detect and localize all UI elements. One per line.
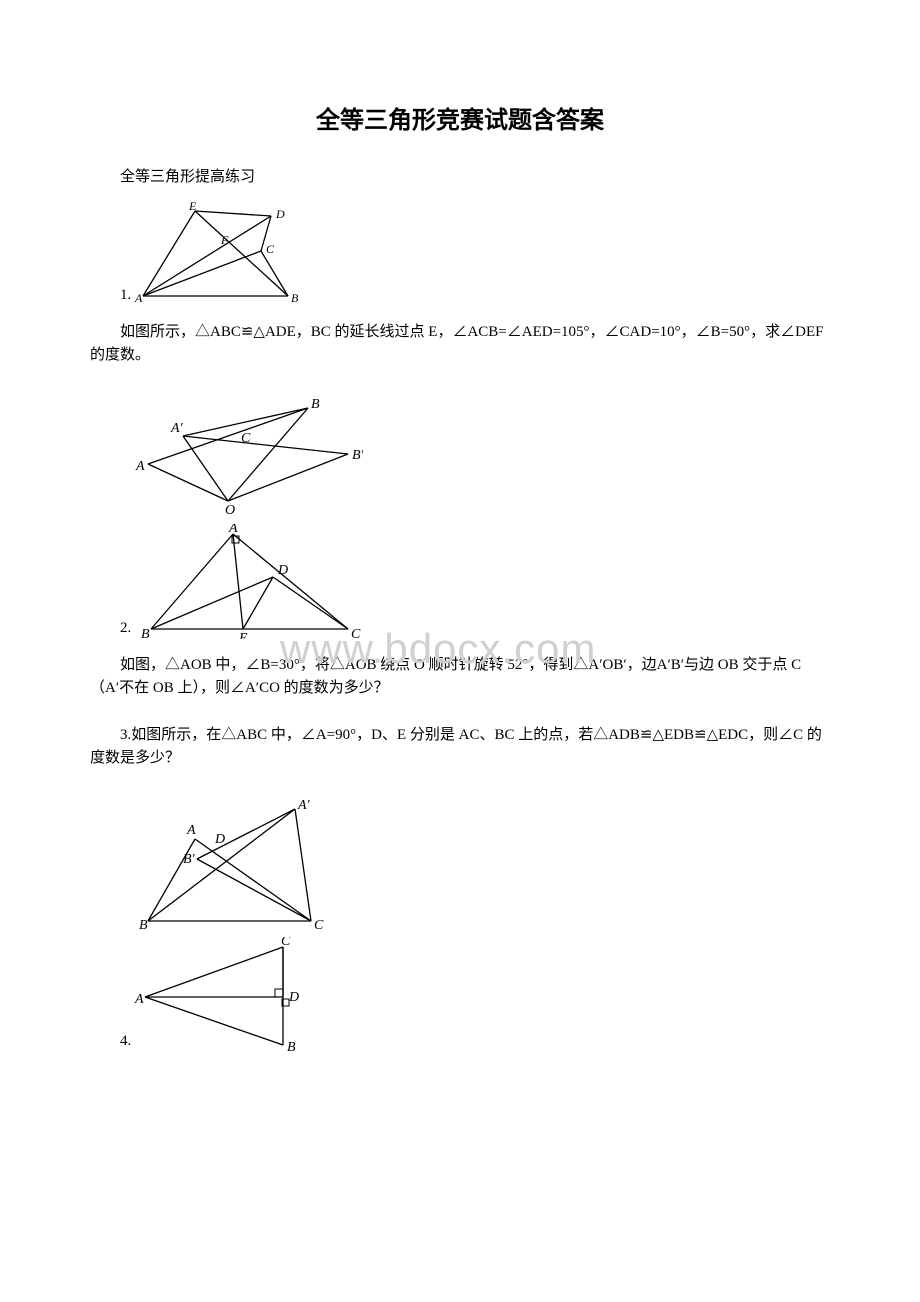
svg-text:D: D bbox=[275, 207, 285, 221]
svg-text:C: C bbox=[266, 242, 275, 256]
problem-4-figure-bottom: A B C D bbox=[133, 937, 333, 1052]
svg-text:A′: A′ bbox=[297, 799, 311, 813]
problem-2-text: 如图，△AOB 中，∠B=30°，将△AOB 绕点 O 顺时针旋转 52°，得到… bbox=[90, 654, 830, 699]
svg-text:C: C bbox=[314, 918, 324, 929]
svg-text:A: A bbox=[186, 823, 196, 838]
svg-text:D: D bbox=[214, 832, 225, 847]
problem-2-figure-top: A A′ B B′ O C bbox=[133, 396, 363, 516]
problem-2-label: 2. bbox=[120, 620, 131, 639]
svg-text:C: C bbox=[281, 937, 291, 949]
svg-text:C: C bbox=[241, 431, 251, 446]
problem-4-figure-top: A A′ B B′ C D bbox=[133, 799, 333, 929]
svg-text:A: A bbox=[135, 459, 145, 474]
svg-text:F: F bbox=[220, 233, 229, 247]
problem-1-text: 如图所示，△ABC≌△ADE，BC 的延长线过点 E，∠ACB=∠AED=105… bbox=[90, 321, 830, 366]
problem-1-figure-row: 1. A B C D E F bbox=[120, 196, 830, 306]
svg-text:A: A bbox=[134, 291, 143, 305]
problem-1-label: 1. bbox=[120, 287, 131, 306]
svg-text:B: B bbox=[291, 291, 298, 305]
svg-text:B′: B′ bbox=[183, 852, 196, 867]
problem-2-figure-row: 2. A A′ B B′ O C A B C D E bbox=[120, 396, 830, 639]
svg-text:O: O bbox=[225, 503, 235, 516]
svg-text:E: E bbox=[188, 199, 197, 213]
problem-4-label: 4. bbox=[120, 1033, 131, 1052]
problem-3-text: 3.如图所示，在△ABC 中，∠A=90°，D、E 分别是 AC、BC 上的点，… bbox=[90, 724, 830, 769]
svg-text:D: D bbox=[288, 990, 299, 1005]
svg-text:D: D bbox=[277, 563, 288, 578]
svg-text:B′: B′ bbox=[352, 448, 363, 463]
problem-2-figure-bottom: A B C D E bbox=[133, 524, 363, 639]
svg-text:B: B bbox=[141, 627, 150, 639]
svg-text:C: C bbox=[351, 627, 361, 639]
svg-text:B: B bbox=[139, 918, 148, 929]
svg-text:A: A bbox=[134, 992, 144, 1007]
document-subtitle: 全等三角形提高练习 bbox=[90, 165, 830, 186]
svg-text:A: A bbox=[228, 524, 238, 536]
svg-text:E: E bbox=[238, 631, 248, 639]
problem-1-figure: A B C D E F bbox=[133, 196, 298, 306]
svg-text:A′: A′ bbox=[170, 421, 184, 436]
svg-text:B: B bbox=[311, 397, 320, 412]
svg-text:B: B bbox=[287, 1040, 296, 1052]
problem-4-figure-row: 4. A A′ B B′ C D A B C D bbox=[120, 799, 830, 1052]
document-title: 全等三角形竞赛试题含答案 bbox=[90, 100, 830, 135]
